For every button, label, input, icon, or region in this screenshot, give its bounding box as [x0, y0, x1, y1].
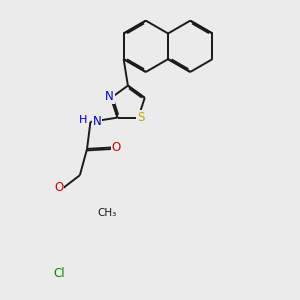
- Text: O: O: [54, 181, 63, 194]
- Text: Cl: Cl: [53, 267, 65, 280]
- Text: O: O: [112, 141, 121, 154]
- Text: H: H: [79, 116, 87, 125]
- Text: N: N: [93, 116, 101, 128]
- Text: CH₃: CH₃: [98, 208, 117, 218]
- Text: N: N: [105, 90, 114, 103]
- Text: S: S: [137, 111, 144, 124]
